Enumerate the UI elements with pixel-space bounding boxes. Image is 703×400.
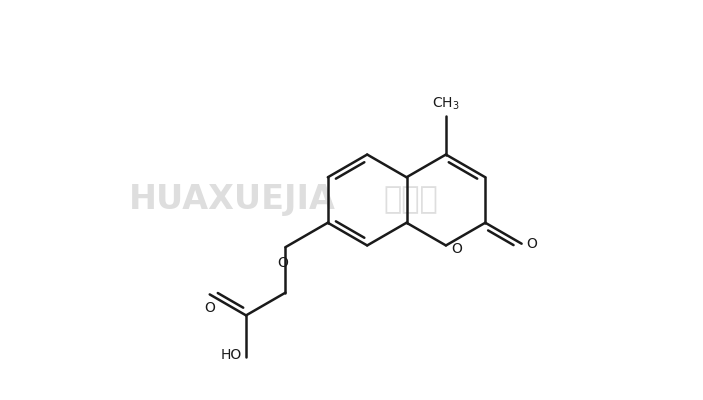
Text: CH$_3$: CH$_3$ <box>432 96 460 112</box>
Text: O: O <box>451 242 463 256</box>
Text: HUAXUEJIA: HUAXUEJIA <box>129 184 336 216</box>
Text: HO: HO <box>221 348 242 362</box>
Text: O: O <box>277 256 288 270</box>
Text: O: O <box>205 302 215 316</box>
Text: 化学加: 化学加 <box>384 186 438 214</box>
Text: O: O <box>527 237 537 251</box>
